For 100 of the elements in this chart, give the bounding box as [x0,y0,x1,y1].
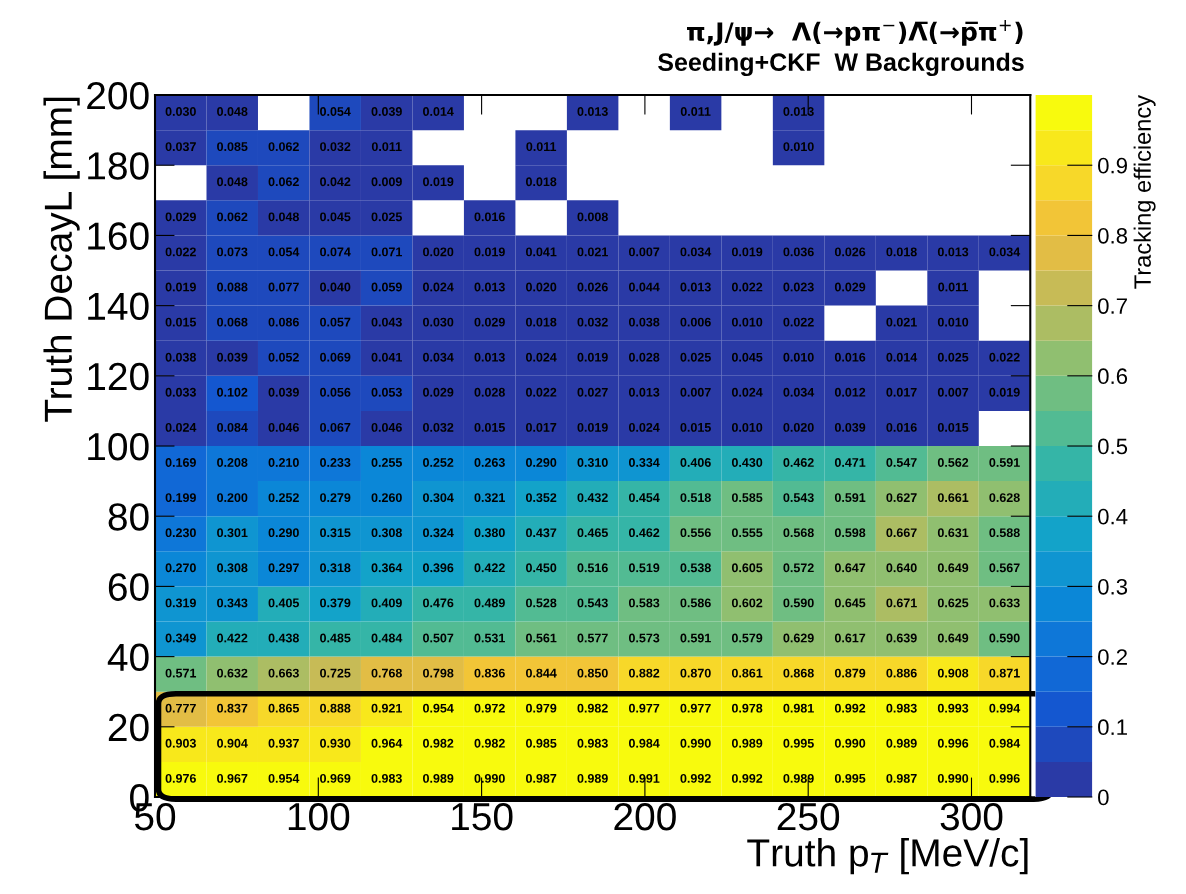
data-label: 0.039 [217,352,248,362]
data-label: 0.379 [320,598,351,608]
data-label: 0.798 [423,668,454,678]
data-label: 0.861 [731,668,763,678]
data-label: 0.279 [320,493,351,503]
chart-subtitle: Seeding+CKF W Backgrounds [658,52,1024,77]
data-label: 0.888 [320,703,351,713]
data-label: 0.084 [217,422,248,432]
data-label: 0.454 [628,493,660,503]
data-label: 0.018 [526,177,557,187]
data-label: 0.396 [423,563,454,573]
data-label: 0.562 [937,458,969,467]
data-label: 0.210 [268,458,299,467]
data-label: 0.528 [526,598,557,608]
data-label: 0.102 [217,387,248,397]
data-label: 0.020 [423,247,454,257]
color-bar-label: 0.6 [1098,368,1128,385]
data-label: 0.028 [474,387,505,397]
data-label: 0.380 [474,528,505,538]
color-bar-label: 0.8 [1098,227,1128,244]
data-label: 0.886 [886,668,917,678]
data-label: 0.981 [783,703,814,713]
data-label: 0.033 [165,387,196,397]
data-label: 0.019 [577,422,608,432]
data-label: 0.011 [680,107,711,116]
data-label: 0.967 [217,773,248,783]
data-label: 0.836 [474,668,505,678]
data-label: 0.661 [937,493,969,503]
data-label: 0.199 [165,493,196,503]
data-label: 0.422 [474,563,505,573]
data-label: 0.020 [783,422,814,432]
data-label: 0.364 [371,563,403,573]
data-label: 0.016 [474,212,505,222]
data-label: 0.617 [834,633,866,643]
data-label: 0.012 [834,387,866,397]
data-label: 0.430 [731,458,763,467]
data-label: 0.169 [165,458,196,467]
data-label: 0.777 [165,703,196,713]
data-label: 0.321 [474,493,505,503]
data-label: 0.270 [165,563,196,573]
data-label: 0.255 [371,458,402,467]
color-bar-label: 0.7 [1098,298,1127,314]
data-label: 0.297 [268,563,299,573]
data-label: 0.044 [628,282,660,292]
data-label: 0.990 [834,738,866,748]
data-label: 0.844 [526,668,557,678]
data-label: 0.879 [834,668,866,678]
data-label: 0.577 [577,633,608,643]
data-label: 0.462 [783,458,814,467]
y-tick-label: 40 [107,643,149,672]
data-label: 0.046 [371,422,402,432]
data-label: 0.208 [217,458,248,467]
data-label: 0.025 [680,352,711,362]
data-label: 0.018 [886,247,917,257]
data-label: 0.405 [268,598,300,608]
data-label: 0.029 [474,317,505,327]
data-label: 0.013 [474,352,505,362]
data-label: 0.030 [165,107,196,116]
data-label: 0.260 [371,493,402,503]
data-label: 0.010 [783,142,814,152]
data-label: 0.450 [526,563,557,573]
data-label: 0.008 [577,212,608,222]
data-label: 0.046 [268,422,299,432]
data-label: 0.992 [834,703,866,713]
data-label: 0.039 [268,387,299,397]
data-label: 0.868 [783,668,814,678]
data-label: 0.590 [989,633,1020,643]
data-label: 0.352 [526,493,557,503]
y-tick-label: 60 [108,573,149,601]
data-label: 0.048 [217,107,248,116]
data-label: 0.987 [886,773,917,783]
data-label: 0.014 [886,352,918,362]
y-axis-title: Truth DecayL [mm] [43,97,80,422]
data-label: 0.422 [217,633,248,643]
data-label: 0.029 [165,212,196,222]
data-label: 0.768 [371,668,402,678]
data-label: 0.996 [937,738,969,748]
data-label: 0.016 [886,422,917,432]
data-label: 0.982 [474,738,505,748]
data-label: 0.649 [937,633,969,643]
data-label: 0.032 [423,422,454,432]
data-label: 0.041 [526,247,557,257]
data-label: 0.631 [937,528,969,538]
data-label: 0.983 [371,773,402,783]
data-label: 0.627 [886,493,917,503]
data-label: 0.045 [320,212,351,222]
data-label: 0.995 [834,773,866,783]
data-label: 0.019 [989,387,1020,397]
data-label: 0.019 [577,352,608,362]
data-label: 0.016 [834,352,866,362]
data-label: 0.200 [217,493,248,503]
data-label: 0.020 [526,282,557,292]
data-label: 0.017 [886,387,917,397]
data-label: 0.870 [680,668,711,678]
color-bar-label: 0 [1098,789,1109,806]
data-label: 0.547 [886,458,917,467]
data-label: 0.036 [783,247,814,257]
x-tick-label: 100 [288,802,350,831]
data-label: 0.937 [268,738,299,748]
data-label: 0.538 [680,563,711,573]
